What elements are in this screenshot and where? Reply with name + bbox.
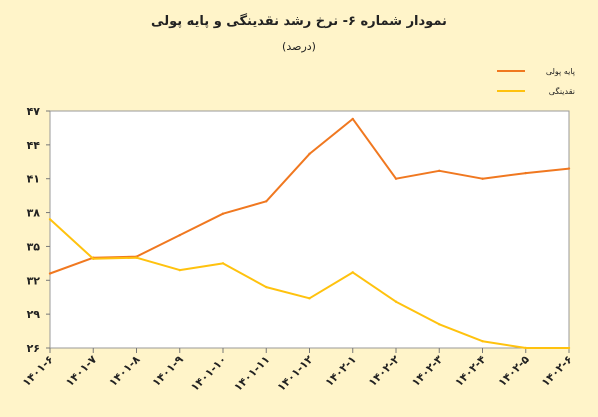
data-point (178, 233, 181, 237)
x-tick-label: ۱۴۰۲-۵ (496, 353, 532, 389)
data-point (308, 152, 311, 156)
data-point (48, 272, 52, 275)
data-point (524, 171, 527, 175)
data-point (481, 340, 484, 343)
data-point (567, 346, 571, 350)
y-tick-label: ۳۲ (27, 274, 41, 287)
data-point (265, 285, 268, 289)
plot-area (49, 110, 570, 349)
y-tick-label: ۲۶ (27, 342, 40, 355)
data-point (178, 268, 181, 272)
legend-label: نقدینگی (549, 86, 575, 96)
data-point (438, 323, 441, 326)
data-point (351, 271, 354, 274)
x-tick-label: ۱۴۰۱-۹ (150, 353, 186, 389)
x-tick-label: ۱۴۰۱-۷ (63, 353, 99, 389)
data-point (524, 346, 527, 350)
y-tick-label: ۴۴ (27, 139, 41, 152)
data-point (92, 257, 95, 261)
x-tick-label: ۱۴۰۲-۴ (452, 353, 488, 389)
x-tick-label: ۱۴۰۱-۱۲ (275, 353, 316, 394)
chart-subtitle: (درصد) (282, 40, 316, 53)
y-tick-label: ۳۵ (27, 240, 41, 253)
y-axis: ۲۶ ۲۹ ۳۲ ۳۵ ۳۸ ۴۱ ۴۴ ۴۷ (27, 105, 50, 355)
y-tick-label: ۳۸ (27, 207, 41, 220)
x-tick-label: ۱۴۰۱-۱۱ (231, 353, 272, 394)
x-tick-label: ۱۴۰۲-۱ (323, 353, 359, 389)
data-point (48, 218, 52, 221)
data-point (567, 167, 571, 170)
x-tick-label: ۱۴۰۱-۶ (20, 353, 56, 389)
y-tick-label: ۲۹ (27, 308, 41, 321)
x-tick-label: ۱۴۰۲-۶ (539, 353, 575, 389)
series-layer (48, 117, 571, 350)
x-tick-label: ۱۴۰۱-۱۰ (188, 353, 229, 394)
y-tick-label: ۴۷ (27, 105, 41, 118)
y-tick-label: ۴۱ (27, 173, 40, 186)
x-tick-label: ۱۴۰۲-۲ (366, 353, 402, 389)
data-point (308, 297, 311, 300)
data-point (265, 200, 268, 203)
x-tick-label: ۱۴۰۱-۸ (106, 353, 142, 389)
data-point (481, 177, 484, 180)
x-tick-label: ۱۴۰۲-۳ (409, 353, 445, 389)
chart-title: نمودار شماره ۶- نرخ رشد نقدینگی و پایه پ… (151, 13, 447, 29)
legend-label: پایه پولی (546, 67, 575, 76)
data-point (135, 256, 138, 259)
data-point (438, 169, 441, 173)
data-point (394, 177, 398, 180)
data-point (221, 262, 225, 265)
legend: پایه پولی نقدینگی (497, 67, 575, 96)
data-point (394, 300, 398, 303)
x-axis: ۱۴۰۱-۶ ۱۴۰۱-۷ ۱۴۰۱-۸ ۱۴۰۱-۹ ۱۴۰۱-۱۰ ۱۴۰۱-۱۱ ۱۴… (20, 348, 575, 394)
data-point (351, 117, 354, 121)
data-point (221, 212, 225, 215)
